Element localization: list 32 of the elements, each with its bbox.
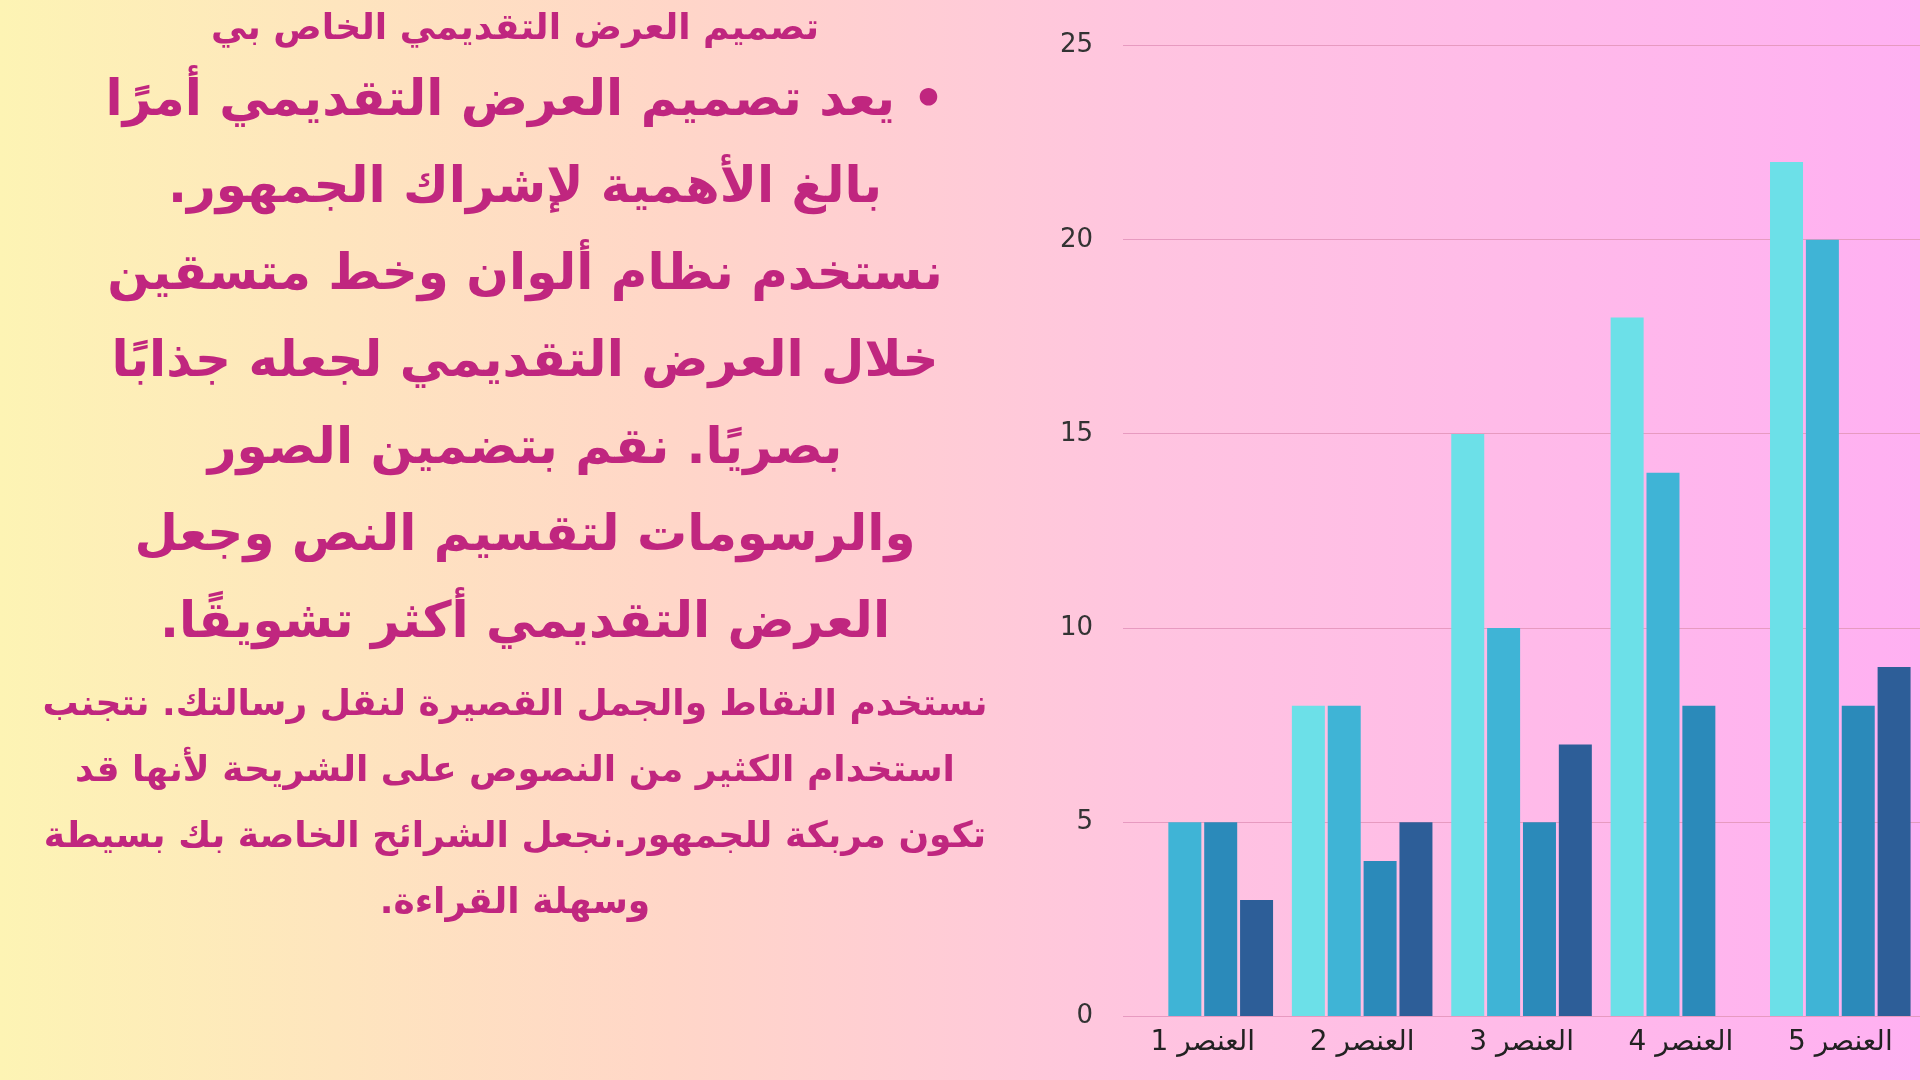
y-tick-label: 0 (1076, 999, 1094, 1030)
bar (1682, 705, 1716, 1016)
x-tick-label: العنصر 2 (1309, 1024, 1415, 1058)
bar (1522, 822, 1556, 1016)
text: نستخدم النقاط والجمل القصيرة لنقل رسالتك. نتجنب استخدام الكثير من النصوص على الشريحة لأنها قد تكون مربكة للجمهور.نجعل الشرائح الخاصة بك بسيطة وسهلة القراءة. (41, 681, 989, 924)
y-tick-label: 5 (1076, 804, 1094, 835)
bar (1168, 822, 1202, 1016)
bar (1558, 744, 1592, 1016)
text: • يعد تصميم العرض التقديمي أمرًا بالغ الأهمية لإشراك الجمهور. نستخدم نظام ألوان وخط متسقين خلال العرض التقديمي لجعله جذابًا بصريًا. نقم بتضمين الصور والرسومات لتقسيم النص وجعل العرض التقديمي أكثر تشويقًا. (104, 64, 946, 652)
y-tick-label: 15 (1059, 416, 1094, 447)
bar (1240, 899, 1274, 1016)
y-tick-label: 10 (1059, 610, 1094, 641)
text: تصميم العرض التقديمي الخاص بي (209, 6, 821, 47)
bar (1363, 861, 1397, 1016)
x-tick-label: العنصر 1 (1150, 1024, 1256, 1058)
bar (1646, 472, 1680, 1016)
y-tick-label: 20 (1059, 222, 1094, 253)
bar (1204, 822, 1238, 1016)
bar (1487, 628, 1521, 1016)
y-tick-label: 25 (1059, 28, 1094, 59)
bar (1399, 822, 1433, 1016)
bar (1770, 162, 1804, 1016)
bar (1805, 239, 1839, 1016)
bar (1610, 317, 1644, 1016)
bar (1451, 433, 1485, 1016)
bar (1841, 705, 1875, 1016)
x-tick-label: العنصر 4 (1628, 1024, 1734, 1058)
bar (1291, 705, 1325, 1016)
x-tick-label: العنصر 5 (1787, 1024, 1893, 1058)
bar (1327, 705, 1361, 1016)
x-tick-label: العنصر 3 (1469, 1024, 1574, 1058)
bar (1877, 666, 1911, 1016)
